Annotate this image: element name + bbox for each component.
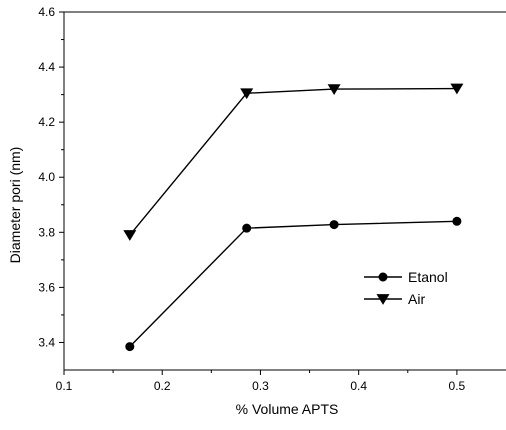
data-point-etanol xyxy=(329,220,339,230)
y-tick-label: 3.4 xyxy=(38,335,55,349)
series-etanol xyxy=(125,216,462,352)
data-point-air xyxy=(240,88,254,100)
data-point-air xyxy=(327,84,341,95)
y-tick-label: 4.6 xyxy=(38,5,55,19)
x-axis-title: % Volume APTS xyxy=(236,401,339,417)
x-tick-label: 0.1 xyxy=(56,379,73,393)
legend-marker-air xyxy=(376,294,390,305)
y-tick-label: 4.2 xyxy=(38,115,55,129)
legend-item-air: Air xyxy=(364,291,425,307)
series-air xyxy=(123,83,464,241)
series-line-air xyxy=(129,87,457,236)
data-point-air xyxy=(123,230,137,241)
legend-label-air: Air xyxy=(408,291,425,307)
x-tick-label: 0.5 xyxy=(449,379,466,393)
x-tick-label: 0.4 xyxy=(350,379,367,393)
y-tick-label: 3.6 xyxy=(38,280,55,294)
data-point-etanol xyxy=(125,342,135,352)
data-point-etanol xyxy=(242,223,252,233)
legend-item-etanol: Etanol xyxy=(364,269,448,285)
x-tick-label: 0.3 xyxy=(252,379,269,393)
series-group xyxy=(123,83,464,352)
axes: 0.1 0.2 0.3 0.4 0.5 3.4 3.6 3.8 4.0 4.2 4.4 4.6 xyxy=(38,5,506,393)
legend-label-etanol: Etanol xyxy=(408,269,448,285)
y-tick-label: 3.8 xyxy=(38,225,55,239)
legend-marker-etanol xyxy=(378,272,388,282)
data-point-air xyxy=(450,83,464,95)
series-line-etanol xyxy=(129,220,457,348)
data-point-etanol xyxy=(452,216,462,226)
y-tick-label: 4.0 xyxy=(38,170,55,184)
legend: Etanol Air xyxy=(364,269,448,307)
y-tick-label: 4.4 xyxy=(38,60,55,74)
y-axis-title: Diameter pori (nm) xyxy=(7,147,23,264)
x-tick-label: 0.2 xyxy=(154,379,171,393)
